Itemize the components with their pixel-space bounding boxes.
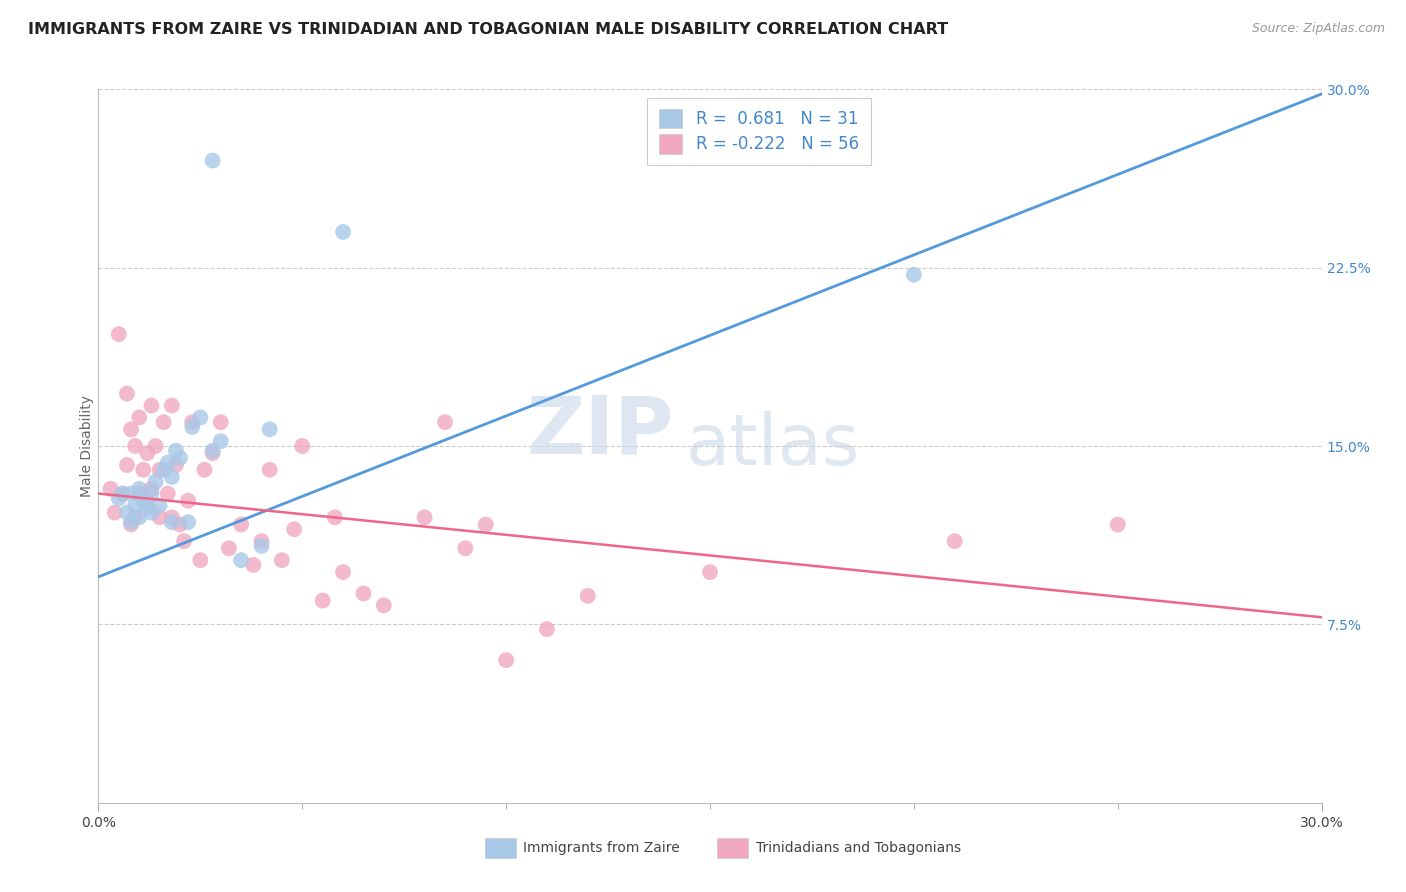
Point bbox=[124, 439, 146, 453]
Point bbox=[312, 593, 335, 607]
Point bbox=[136, 500, 159, 515]
Point bbox=[413, 510, 436, 524]
Point bbox=[136, 446, 159, 460]
Point bbox=[120, 517, 142, 532]
Point bbox=[145, 475, 167, 489]
Point bbox=[177, 515, 200, 529]
Y-axis label: Male Disability: Male Disability bbox=[80, 395, 94, 497]
Point bbox=[160, 470, 183, 484]
Point bbox=[373, 599, 395, 613]
Point bbox=[165, 443, 187, 458]
Point bbox=[259, 422, 281, 436]
Point bbox=[1107, 517, 1129, 532]
Point bbox=[149, 463, 172, 477]
Point bbox=[100, 482, 122, 496]
Point bbox=[188, 553, 212, 567]
Point bbox=[124, 499, 146, 513]
Point bbox=[454, 541, 477, 556]
Point bbox=[141, 482, 163, 496]
Point bbox=[128, 486, 150, 500]
Point bbox=[209, 434, 232, 449]
Point bbox=[120, 422, 142, 436]
Point bbox=[141, 399, 163, 413]
Point bbox=[218, 541, 240, 556]
Point bbox=[128, 410, 150, 425]
Point bbox=[201, 443, 224, 458]
Text: IMMIGRANTS FROM ZAIRE VS TRINIDADIAN AND TOBAGONIAN MALE DISABILITY CORRELATION : IMMIGRANTS FROM ZAIRE VS TRINIDADIAN AND… bbox=[28, 22, 948, 37]
Point bbox=[209, 415, 232, 429]
Point bbox=[903, 268, 925, 282]
Point bbox=[250, 539, 273, 553]
Point bbox=[270, 553, 294, 567]
Point bbox=[188, 410, 212, 425]
Point bbox=[152, 463, 174, 477]
Point bbox=[352, 586, 374, 600]
Point bbox=[250, 534, 273, 549]
Point bbox=[231, 517, 253, 532]
Point bbox=[332, 225, 354, 239]
Point bbox=[115, 506, 138, 520]
Text: Trinidadians and Tobagonians: Trinidadians and Tobagonians bbox=[756, 841, 962, 855]
Point bbox=[259, 463, 281, 477]
Point bbox=[145, 439, 167, 453]
Point bbox=[177, 493, 200, 508]
Point bbox=[536, 622, 558, 636]
Point bbox=[201, 446, 224, 460]
Point bbox=[120, 515, 142, 529]
Text: ZIP: ZIP bbox=[526, 392, 673, 471]
Text: atlas: atlas bbox=[686, 411, 860, 481]
Point bbox=[699, 565, 721, 579]
Point bbox=[115, 458, 138, 472]
Point bbox=[434, 415, 457, 429]
Point bbox=[132, 463, 155, 477]
Point bbox=[149, 510, 172, 524]
Point bbox=[152, 415, 174, 429]
Point bbox=[193, 463, 215, 477]
Point bbox=[104, 506, 127, 520]
Point bbox=[160, 399, 183, 413]
Point bbox=[169, 450, 191, 465]
Point bbox=[283, 522, 305, 536]
Point bbox=[108, 327, 131, 342]
Point bbox=[160, 515, 183, 529]
Point bbox=[120, 486, 142, 500]
Text: Source: ZipAtlas.com: Source: ZipAtlas.com bbox=[1251, 22, 1385, 36]
Point bbox=[181, 420, 204, 434]
Point bbox=[231, 553, 253, 567]
Point bbox=[291, 439, 314, 453]
Point bbox=[332, 565, 354, 579]
Point bbox=[323, 510, 346, 524]
Point bbox=[165, 458, 187, 472]
Point bbox=[141, 486, 163, 500]
Point bbox=[128, 482, 150, 496]
Point bbox=[160, 510, 183, 524]
Point bbox=[111, 486, 134, 500]
Point bbox=[136, 493, 159, 508]
Point bbox=[128, 510, 150, 524]
Point bbox=[943, 534, 966, 549]
Point bbox=[576, 589, 599, 603]
Point bbox=[149, 499, 172, 513]
Point bbox=[132, 493, 155, 508]
Legend: R =  0.681   N = 31, R = -0.222   N = 56: R = 0.681 N = 31, R = -0.222 N = 56 bbox=[647, 97, 870, 165]
Point bbox=[169, 517, 191, 532]
Point bbox=[108, 491, 131, 506]
Point bbox=[474, 517, 498, 532]
Point bbox=[124, 510, 146, 524]
Point bbox=[156, 456, 179, 470]
Point bbox=[242, 558, 264, 572]
Point bbox=[141, 506, 163, 520]
Point bbox=[156, 486, 179, 500]
Point bbox=[173, 534, 195, 549]
Point bbox=[115, 386, 138, 401]
Point bbox=[495, 653, 517, 667]
Point bbox=[111, 486, 134, 500]
Point bbox=[201, 153, 224, 168]
Text: Immigrants from Zaire: Immigrants from Zaire bbox=[523, 841, 679, 855]
Point bbox=[181, 415, 204, 429]
